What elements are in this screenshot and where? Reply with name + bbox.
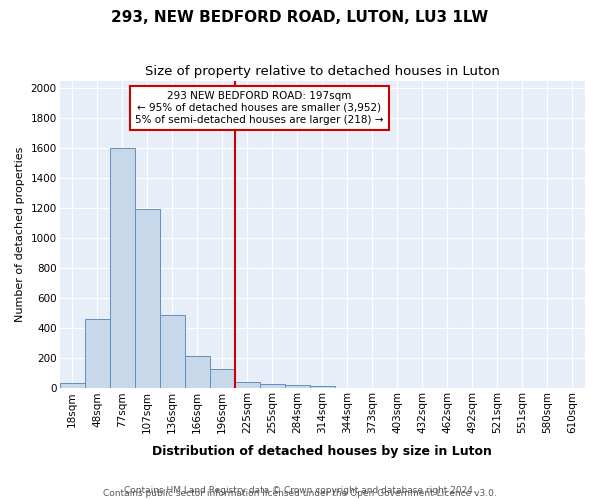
Bar <box>85 320 110 388</box>
Text: Contains HM Land Registry data © Crown copyright and database right 2024.: Contains HM Land Registry data © Crown c… <box>124 486 476 495</box>
Bar <box>134 209 160 388</box>
Bar <box>210 369 235 388</box>
Y-axis label: Number of detached properties: Number of detached properties <box>15 147 25 322</box>
Bar <box>185 356 210 388</box>
Text: 293, NEW BEDFORD ROAD, LUTON, LU3 1LW: 293, NEW BEDFORD ROAD, LUTON, LU3 1LW <box>112 10 488 25</box>
Text: Contains public sector information licensed under the Open Government Licence v3: Contains public sector information licen… <box>103 488 497 498</box>
Bar <box>285 386 310 388</box>
Bar <box>310 386 335 388</box>
Title: Size of property relative to detached houses in Luton: Size of property relative to detached ho… <box>145 65 500 78</box>
Text: 293 NEW BEDFORD ROAD: 197sqm
← 95% of detached houses are smaller (3,952)
5% of : 293 NEW BEDFORD ROAD: 197sqm ← 95% of de… <box>135 92 383 124</box>
X-axis label: Distribution of detached houses by size in Luton: Distribution of detached houses by size … <box>152 444 492 458</box>
Bar <box>160 315 185 388</box>
Bar <box>110 148 134 388</box>
Bar <box>260 384 285 388</box>
Bar <box>235 382 260 388</box>
Bar <box>59 383 85 388</box>
